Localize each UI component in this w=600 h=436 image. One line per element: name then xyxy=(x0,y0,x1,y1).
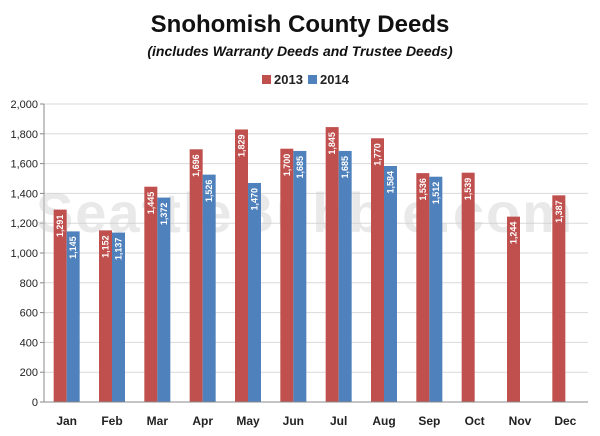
bar-2013-jul xyxy=(325,127,339,402)
legend-label-2013: 2013 xyxy=(274,72,303,87)
x-tick-label: Oct xyxy=(465,414,485,428)
y-tick-label: 1,000 xyxy=(10,248,38,260)
legend-swatch-2013 xyxy=(262,75,271,84)
bar-2013-nov xyxy=(507,216,520,402)
data-label-2013-jul: 1,845 xyxy=(327,132,337,155)
legend-swatch-2014 xyxy=(308,75,317,84)
bar-2013-jan xyxy=(53,209,67,402)
data-label-2013-nov: 1,244 xyxy=(509,222,519,245)
bar-2014-jan xyxy=(66,231,80,402)
y-tick-label: 200 xyxy=(20,367,38,379)
data-label-2013-jan: 1,291 xyxy=(55,215,65,238)
x-tick-label: Sep xyxy=(418,414,440,428)
x-tick-label: Mar xyxy=(147,414,169,428)
data-label-2014-jun: 1,685 xyxy=(295,156,305,179)
x-axis: Jan Feb Mar Apr May Jun Jul Aug Sep Oct Nov Dec xyxy=(44,401,588,428)
x-tick-label: Dec xyxy=(554,414,576,428)
data-label-2014-mar: 1,372 xyxy=(159,203,169,226)
bar-2013-may xyxy=(235,129,248,402)
bar-2013-aug xyxy=(371,138,384,402)
data-label-2014-aug: 1,584 xyxy=(386,171,396,194)
x-tick-label: Feb xyxy=(101,414,122,428)
bar-2013-apr xyxy=(189,149,203,402)
bar-2014-mar xyxy=(157,197,171,402)
bar-2013-sep xyxy=(416,173,430,402)
gridlines xyxy=(44,103,588,403)
y-tick-label: 2,000 xyxy=(10,99,38,111)
data-label-2014-jan: 1,145 xyxy=(68,236,78,259)
bar-2014-feb xyxy=(112,232,125,402)
data-label-2014-sep: 1,512 xyxy=(431,182,441,205)
data-label-2014-feb: 1,137 xyxy=(114,238,124,261)
y-tick-label: 400 xyxy=(20,337,38,349)
y-tick-label: 0 xyxy=(32,397,38,409)
x-tick-label: Jun xyxy=(283,414,304,428)
y-tick-label: 800 xyxy=(20,278,38,290)
data-label-2013-dec: 1,387 xyxy=(554,200,564,223)
bar-2014-jun xyxy=(293,150,307,402)
legend-label-2014: 2014 xyxy=(320,72,350,87)
data-label-2014-jul: 1,685 xyxy=(340,156,350,179)
bar-2014-apr xyxy=(202,174,216,402)
y-tick-label: 1,800 xyxy=(10,129,38,141)
x-tick-label: Jan xyxy=(56,414,77,428)
x-tick-label: Apr xyxy=(192,414,213,428)
bar-2014-aug xyxy=(384,165,397,402)
data-label-2013-sep: 1,536 xyxy=(418,178,428,201)
chart-title: Snohomish County Deeds xyxy=(151,11,450,38)
bar-2013-oct xyxy=(461,172,475,402)
bar-2014-may xyxy=(248,182,261,402)
y-tick-label: 1,400 xyxy=(10,188,38,200)
y-tick-label: 1,200 xyxy=(10,218,38,230)
x-tick-label: Jul xyxy=(330,414,347,428)
chart-subtitle: (includes Warranty Deeds and Trustee Dee… xyxy=(147,43,453,59)
data-label-2013-may: 1,829 xyxy=(237,134,247,157)
x-tick-label: Nov xyxy=(509,414,532,428)
legend: 2013 2014 xyxy=(262,72,350,87)
y-tick-label: 1,600 xyxy=(10,159,38,171)
bar-2014-sep xyxy=(429,176,443,402)
y-tick-label: 600 xyxy=(20,308,38,320)
data-label-2013-aug: 1,770 xyxy=(373,143,383,166)
bar-2013-feb xyxy=(99,230,112,402)
bar-2013-jun xyxy=(280,148,294,402)
bar-2013-mar xyxy=(144,186,158,402)
data-label-2014-apr: 1,526 xyxy=(204,180,214,203)
y-axis: 0 200 400 600 800 1,000 1,200 1,400 1,600 1,800 2,… xyxy=(10,99,45,409)
x-tick-label: May xyxy=(236,414,260,428)
data-label-2013-mar: 1,445 xyxy=(146,192,156,215)
data-label-2014-may: 1,470 xyxy=(250,188,260,211)
bars xyxy=(53,127,566,402)
x-tick-label: Aug xyxy=(372,414,395,428)
data-label-2013-oct: 1,539 xyxy=(463,178,473,201)
data-label-2013-apr: 1,696 xyxy=(191,154,201,177)
data-label-2013-jun: 1,700 xyxy=(282,154,292,177)
bar-2013-dec xyxy=(552,195,566,402)
data-label-2013-feb: 1,152 xyxy=(101,235,111,258)
bar-2014-jul xyxy=(338,150,352,402)
